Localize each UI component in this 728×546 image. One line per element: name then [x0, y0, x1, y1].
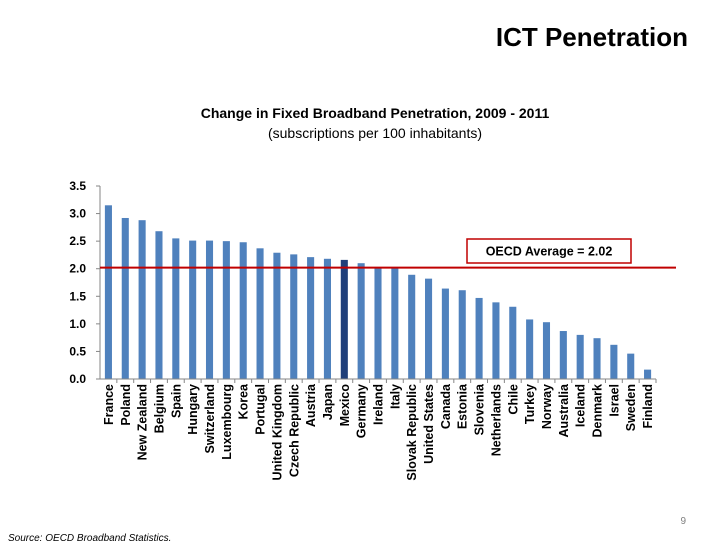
- bar-iceland: [576, 334, 584, 379]
- x-tick-label: United States: [422, 384, 436, 464]
- bar-france: [104, 205, 112, 379]
- x-tick-label: Luxembourg: [220, 384, 234, 460]
- x-tick-label: Portugal: [254, 384, 268, 435]
- bar-canada: [441, 288, 449, 379]
- y-tick-label: 2.5: [69, 234, 86, 248]
- slide-title: ICT Penetration: [495, 22, 688, 52]
- x-tick-label: Japan: [321, 384, 335, 420]
- x-tick-label: Chile: [506, 384, 520, 415]
- y-tick-label: 0.5: [69, 344, 86, 358]
- x-tick-label: Denmark: [591, 384, 605, 438]
- bar-turkey: [526, 319, 534, 379]
- bar-estonia: [458, 290, 466, 379]
- bar-israel: [610, 344, 618, 379]
- x-tick-label: Austria: [304, 383, 318, 427]
- bar-slovak-republic: [408, 274, 416, 379]
- x-tick-label: New Zealand: [136, 384, 150, 460]
- page-number: 9: [680, 516, 686, 527]
- bar-germany: [357, 263, 365, 379]
- x-tick-label: Turkey: [523, 384, 537, 424]
- x-tick-label: Iceland: [574, 384, 588, 427]
- x-tick-label: Czech Republic: [287, 384, 301, 477]
- bar-austria: [307, 257, 315, 379]
- bar-slovenia: [475, 297, 483, 379]
- bar-luxembourg: [222, 241, 230, 379]
- bar-mexico: [340, 259, 348, 379]
- x-tick-label: Israel: [607, 384, 621, 417]
- bar-australia: [559, 331, 567, 379]
- source-note: Source: OECD Broadband Statistics.: [8, 533, 172, 544]
- bar-poland: [121, 217, 129, 379]
- x-tick-label: Australia: [557, 383, 571, 438]
- y-tick-label: 3.5: [69, 179, 86, 193]
- x-tick-label: Slovak Republic: [405, 384, 419, 481]
- bar-united-kingdom: [273, 252, 281, 379]
- bar-japan: [323, 258, 331, 379]
- x-tick-label: Finland: [641, 384, 655, 428]
- x-tick-label: Slovenia: [473, 383, 487, 435]
- x-tick-label: Mexico: [338, 384, 352, 427]
- x-tick-label: Netherlands: [489, 384, 503, 456]
- chart-title: Change in Fixed Broadband Penetration, 2…: [200, 105, 550, 121]
- x-tick-label: Belgium: [152, 384, 166, 433]
- x-tick-label: Hungary: [186, 384, 200, 435]
- bar-hungary: [189, 240, 197, 379]
- bar-netherlands: [492, 302, 500, 379]
- x-tick-label: Estonia: [456, 383, 470, 429]
- x-tick-label: France: [102, 384, 116, 425]
- bar-ireland: [374, 267, 382, 379]
- x-tick-label: Canada: [439, 383, 453, 429]
- bar-sweden: [627, 353, 635, 379]
- x-tick-label: Korea: [237, 383, 251, 419]
- x-tick-label: Ireland: [372, 384, 386, 425]
- x-tick-label: Germany: [355, 384, 369, 438]
- bar-norway: [542, 322, 551, 379]
- y-tick-label: 2.0: [69, 262, 86, 276]
- x-tick-label: Norway: [540, 384, 554, 429]
- bar-denmark: [593, 338, 601, 379]
- y-tick-label: 0.0: [69, 372, 86, 386]
- bar-new-zealand: [138, 220, 146, 379]
- x-tick-label: Sweden: [624, 384, 638, 431]
- bar-belgium: [155, 231, 163, 379]
- bar-united-states: [425, 278, 433, 379]
- y-tick-label: 3.0: [69, 207, 86, 221]
- x-tick-label: Poland: [119, 384, 133, 426]
- y-tick-label: 1.0: [69, 317, 86, 331]
- y-tick-label: 1.5: [69, 289, 86, 303]
- x-tick-label: United Kingdom: [270, 384, 284, 481]
- bar-spain: [172, 238, 180, 379]
- bar-korea: [239, 242, 247, 379]
- bar-italy: [391, 267, 399, 379]
- bar-portugal: [256, 248, 264, 379]
- x-tick-label: Switzerland: [203, 384, 217, 453]
- chart-subtitle: (subscriptions per 100 inhabitants): [267, 125, 482, 141]
- x-tick-label: Italy: [388, 384, 402, 409]
- x-tick-label: Spain: [169, 384, 183, 418]
- bar-czech-republic: [290, 254, 298, 379]
- oecd-average-box: [466, 238, 632, 264]
- bar-finland: [644, 369, 652, 379]
- bar-switzerland: [205, 240, 214, 379]
- bar-chile: [509, 306, 517, 379]
- oecd-average-label: OECD Average = 2.02: [486, 245, 613, 259]
